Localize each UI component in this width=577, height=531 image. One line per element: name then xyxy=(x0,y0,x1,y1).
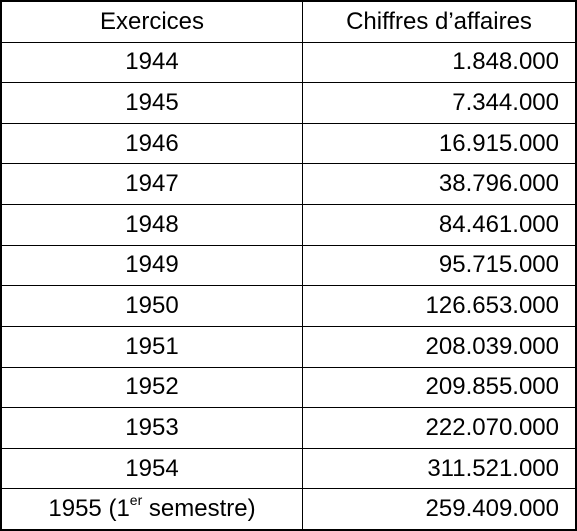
superscript: er xyxy=(129,492,143,509)
table-cell: 1946 xyxy=(2,123,302,164)
table-cell: 222.070.000 xyxy=(303,408,575,448)
table-cell: 1951 xyxy=(2,326,302,367)
table-cell: 1945 xyxy=(2,83,302,123)
table-cell: 1.848.000 xyxy=(303,42,575,83)
table-cell: 126.653.000 xyxy=(303,286,575,326)
table-cell: 1954 xyxy=(2,448,302,489)
table-cell: 95.715.000 xyxy=(303,245,575,286)
text-part: semestre) xyxy=(142,495,256,523)
table-cell: 1953 xyxy=(2,408,302,448)
table-cell: 1949 xyxy=(2,245,302,286)
table-cell: 209.855.000 xyxy=(303,367,575,408)
table-cell: 259.409.000 xyxy=(303,489,575,529)
table-cell: 38.796.000 xyxy=(303,164,575,205)
table-cell: 1950 xyxy=(2,286,302,326)
table-cell: 1947 xyxy=(2,164,302,205)
table-cell: 1948 xyxy=(2,205,302,245)
header-cell: Exercices xyxy=(2,2,302,42)
table-cell: 1944 xyxy=(2,42,302,83)
table-cell: 1955 (1er semestre) xyxy=(2,489,302,529)
table-cell: 311.521.000 xyxy=(303,448,575,489)
text-part: 1955 (1 xyxy=(48,495,130,523)
table-cell: 84.461.000 xyxy=(303,205,575,245)
table-cell: 7.344.000 xyxy=(303,83,575,123)
cell-text: 1955 (1er semestre) xyxy=(48,492,256,523)
header-cell: Chiffres d’affaires xyxy=(303,2,575,42)
table-cell: 208.039.000 xyxy=(303,326,575,367)
table-cell: 1952 xyxy=(2,367,302,408)
table-cell: 16.915.000 xyxy=(303,123,575,164)
